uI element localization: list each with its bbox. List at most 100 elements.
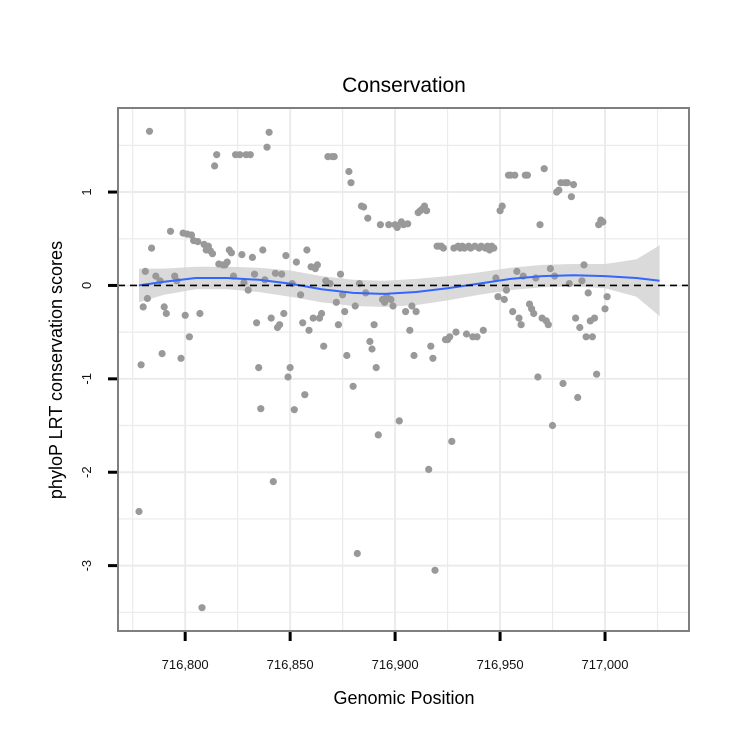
data-point: [492, 274, 500, 282]
data-point: [511, 171, 519, 179]
data-point: [196, 309, 204, 318]
data-point: [240, 279, 248, 287]
x-tick-label: 717,000: [582, 657, 629, 672]
data-point: [366, 337, 374, 346]
data-point: [534, 373, 542, 381]
data-point: [318, 309, 326, 318]
data-point: [303, 246, 311, 254]
data-point: [368, 345, 376, 353]
data-point: [427, 342, 435, 350]
data-point: [601, 305, 609, 313]
data-point: [276, 321, 284, 329]
data-point: [284, 373, 292, 381]
data-point: [425, 465, 433, 473]
data-point: [576, 323, 584, 332]
data-point: [404, 220, 412, 228]
data-point: [257, 405, 265, 413]
data-point: [509, 308, 517, 316]
data-point: [546, 265, 555, 273]
confidence-band: [139, 245, 660, 317]
data-point: [559, 379, 567, 388]
data-point: [494, 293, 502, 301]
data-point: [374, 431, 382, 439]
data-point: [473, 333, 481, 341]
data-point: [198, 604, 206, 612]
data-point: [166, 227, 175, 235]
data-point: [238, 251, 246, 259]
data-point: [177, 354, 185, 362]
data-point: [320, 342, 328, 350]
data-point: [299, 319, 307, 327]
data-point: [246, 151, 254, 159]
gridlines: [118, 108, 689, 631]
data-point: [584, 289, 592, 297]
data-point: [406, 326, 414, 334]
data-point: [265, 128, 273, 136]
data-point: [429, 354, 437, 362]
data-point: [410, 351, 418, 360]
data-point: [590, 314, 599, 322]
data-point: [582, 333, 590, 341]
data-point: [408, 302, 416, 310]
data-point: [563, 179, 571, 187]
data-point: [143, 294, 151, 303]
data-point: [271, 269, 279, 277]
data-point: [423, 207, 431, 215]
data-point: [385, 221, 393, 229]
data-point: [297, 291, 305, 299]
data-point: [339, 291, 347, 299]
data-point: [313, 261, 321, 269]
data-point: [194, 238, 202, 246]
data-point: [267, 314, 275, 322]
data-point: [181, 311, 189, 319]
data-point: [490, 244, 498, 252]
data-point: [250, 270, 259, 278]
data-point: [376, 221, 384, 229]
data-point: [372, 364, 380, 372]
data-point: [341, 308, 349, 316]
data-point: [148, 244, 156, 252]
data-point: [292, 258, 300, 266]
data-point: [290, 406, 298, 414]
data-point: [141, 267, 149, 275]
data-point: [187, 231, 196, 239]
data-point: [599, 218, 607, 226]
data-point: [236, 151, 244, 159]
y-tick-label: -3: [79, 560, 94, 572]
data-point: [569, 181, 578, 189]
data-point: [439, 244, 447, 252]
data-point: [248, 253, 256, 261]
data-point: [353, 549, 361, 558]
data-point: [530, 309, 538, 318]
data-point: [223, 258, 231, 266]
confidence-band-layer: [139, 245, 660, 317]
y-tick-label: 0: [79, 282, 94, 289]
data-point: [280, 309, 288, 318]
data-point: [588, 333, 597, 341]
data-point: [269, 478, 277, 486]
data-point: [448, 437, 456, 445]
data-point: [152, 272, 160, 280]
data-point: [593, 370, 601, 378]
data-point: [263, 143, 271, 151]
data-point: [360, 203, 368, 211]
x-tick-label: 716,950: [477, 657, 524, 672]
data-point: [393, 223, 401, 232]
data-point: [253, 319, 261, 327]
data-point: [523, 171, 532, 179]
data-point: [548, 421, 557, 430]
data-point: [208, 250, 217, 258]
data-point: [574, 393, 582, 402]
data-point: [446, 333, 454, 341]
data-point: [211, 162, 219, 170]
data-point: [536, 221, 544, 229]
data-point: [540, 165, 548, 173]
data-point: [137, 361, 145, 369]
data-point: [580, 261, 588, 269]
x-axis: 716,800 716,850 716,900 716,950 717,000: [162, 632, 629, 672]
data-point: [305, 326, 313, 334]
data-point: [517, 321, 525, 329]
x-tick-label: 716,800: [162, 657, 209, 672]
chart-title: Conservation: [342, 74, 466, 97]
